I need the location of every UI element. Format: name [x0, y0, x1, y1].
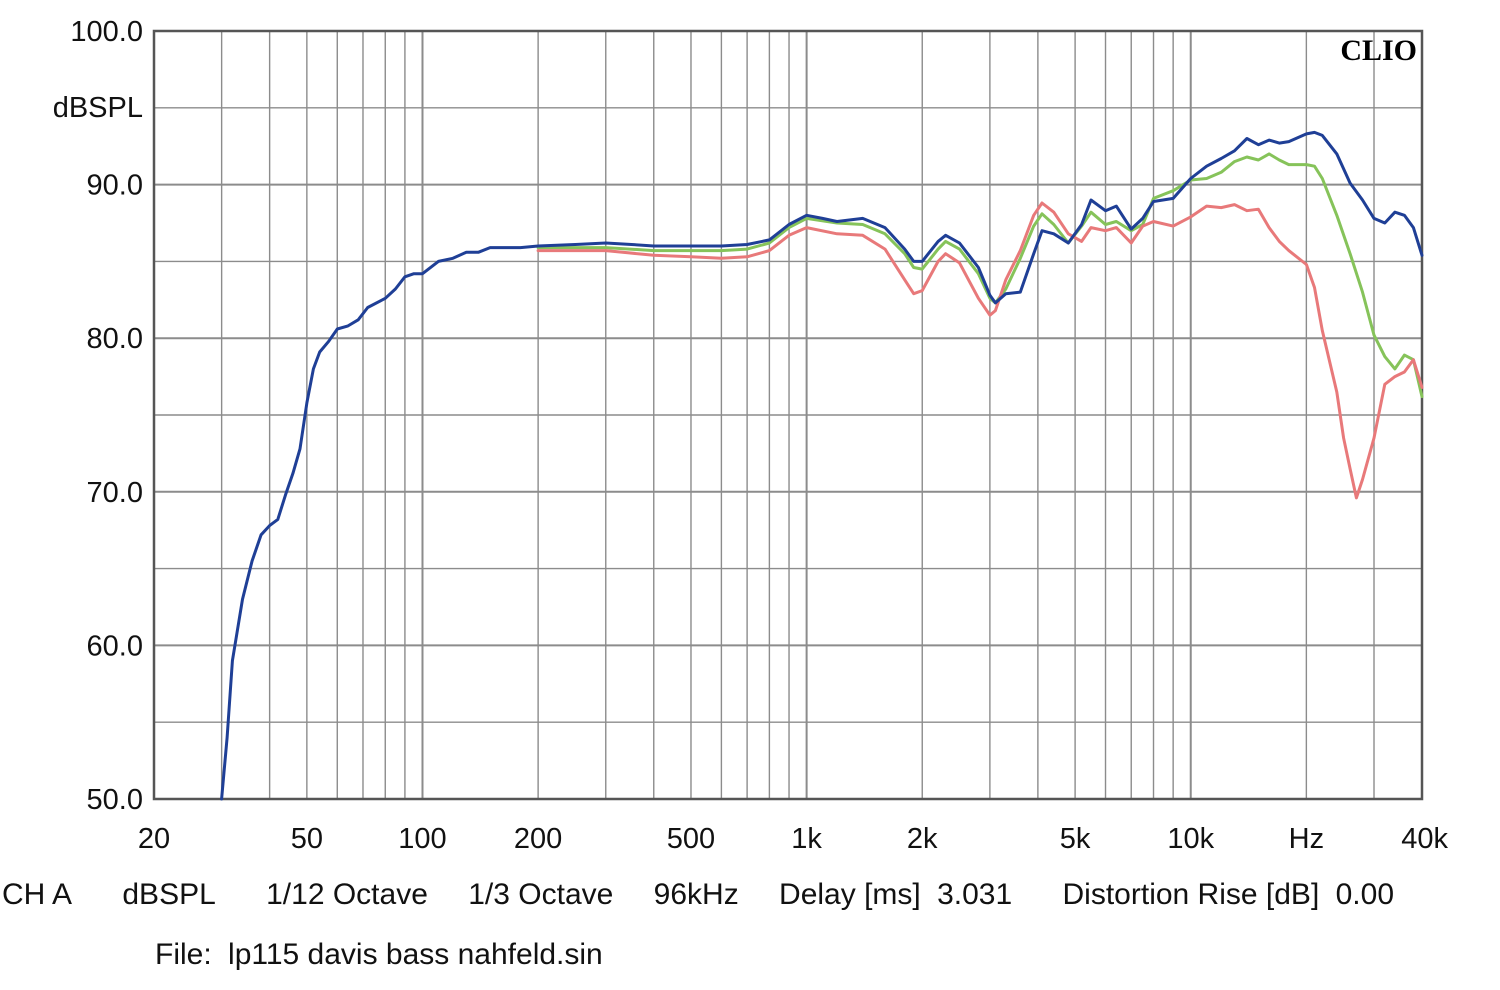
x-tick-label: 1k	[791, 823, 822, 855]
y-tick-label: 50.0	[87, 784, 143, 816]
smoothing-label: 1/3 Octave	[468, 878, 614, 911]
file-name: lp115 davis bass nahfeld.sin	[228, 938, 603, 971]
y-tick-label: 80.0	[87, 323, 143, 355]
x-tick-label: 500	[667, 823, 715, 855]
x-tick-label: Hz	[1289, 823, 1324, 855]
delay-value: 3.031	[937, 878, 1013, 911]
y-tick-label: 90.0	[87, 170, 143, 202]
y-tick-labels: 100.0 90.0 80.0 70.0 60.0 50.0	[70, 16, 143, 816]
y-tick-label: 60.0	[87, 630, 143, 662]
x-tick-labels: 20 50 100 200 500 1k 2k 5k 10k Hz 40k	[138, 823, 1449, 855]
clio-brand-label: CLIO	[1340, 34, 1417, 67]
x-tick-label: 2k	[907, 823, 938, 855]
y-axis-label: dBSPL	[53, 92, 143, 124]
x-tick-label: 100	[398, 823, 446, 855]
y-tick-label: 70.0	[87, 477, 143, 509]
delay-label: Delay [ms]	[779, 878, 921, 911]
unit-label: dBSPL	[122, 878, 216, 911]
series-layer	[220, 130, 1424, 801]
plot-frame	[152, 29, 1424, 801]
x-tick-label: 50	[291, 823, 323, 855]
file-line: File: lp115 davis bass nahfeld.sin	[155, 938, 603, 972]
x-tick-label: 20	[138, 823, 170, 855]
series-line-3	[220, 130, 1424, 801]
sample-rate-label: 96kHz	[653, 878, 739, 911]
x-tick-label: 40k	[1401, 823, 1448, 855]
x-tick-label: 200	[514, 823, 562, 855]
distortion-label: Distortion Rise [dB]	[1062, 878, 1320, 911]
series-line-1	[536, 152, 1424, 399]
x-tick-label: 10k	[1167, 823, 1214, 855]
measurement-settings-line: CH A dBSPL 1/12 Octave 1/3 Octave 96kHz …	[2, 878, 1394, 912]
distortion-value: 0.00	[1335, 878, 1395, 911]
file-label: File:	[155, 938, 212, 971]
x-tick-label: 5k	[1060, 823, 1091, 855]
resolution-label: 1/12 Octave	[266, 878, 428, 911]
y-tick-label: 100.0	[70, 16, 143, 48]
channel-label: CH A	[2, 878, 73, 911]
series-line-2	[536, 201, 1424, 500]
grid-major	[154, 31, 1422, 799]
